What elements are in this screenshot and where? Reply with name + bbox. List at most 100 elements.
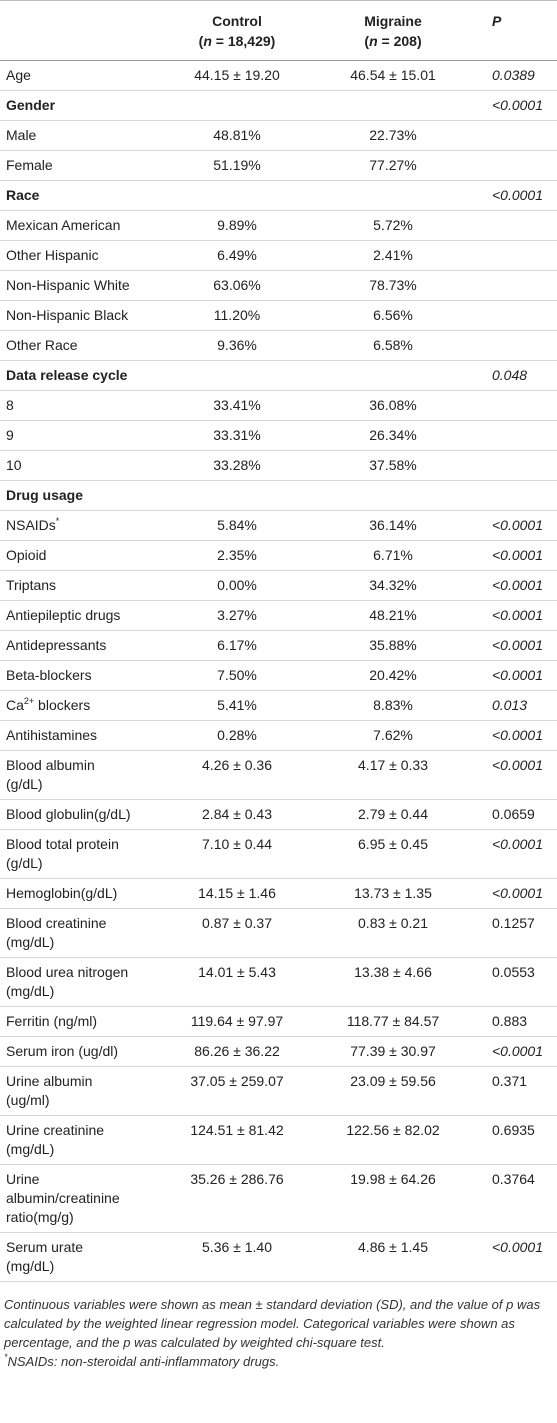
header-cell: Control (n = 18,429)	[141, 0, 333, 61]
label-text: Ferritin (ng/ml)	[6, 1013, 98, 1029]
label-text: 8	[6, 397, 14, 413]
p-value: <0.0001	[492, 885, 543, 901]
cell: 7.10 ± 0.44	[141, 829, 333, 879]
table-row: 8 33.41% 36.08%	[0, 390, 557, 421]
label-text: Urine albumin/creatinine ratio(mg/g)	[6, 1171, 120, 1225]
label-text: Hemoglobin(g/dL)	[6, 885, 118, 901]
p-value: <0.0001	[492, 1043, 543, 1059]
cell-value: 0.00%	[217, 577, 257, 593]
row-label: Urine albumin (ug/ml)	[0, 1066, 141, 1116]
cell: 9.36%	[141, 330, 333, 361]
cell: 124.51 ± 81.42	[141, 1115, 333, 1165]
cell-value: 2.84 ± 0.43	[202, 806, 272, 822]
cell: 0.28%	[141, 720, 333, 751]
cell: 33.28%	[141, 450, 333, 481]
text: blockers	[34, 697, 91, 713]
cell-value: 78.73%	[369, 277, 417, 293]
cell-value: 14.15 ± 1.46	[198, 885, 276, 901]
cell-value: 119.64 ± 97.97	[190, 1013, 284, 1029]
text: (	[364, 33, 370, 49]
cell: 6.17%	[141, 630, 333, 661]
table-row: Hemoglobin(g/dL) 14.15 ± 1.46 13.73 ± 1.35…	[0, 878, 557, 909]
cell-value: 33.41%	[213, 397, 261, 413]
cell-value: 3.27%	[217, 607, 257, 623]
cell-value: 7.10 ± 0.44	[202, 836, 272, 852]
text: Ca	[6, 697, 24, 713]
row-label: Drug usage	[0, 480, 141, 511]
row-label: Mexican American	[0, 210, 141, 241]
label-text: Serum urate (mg/dL)	[6, 1239, 84, 1274]
row-label: NSAIDs*	[0, 510, 141, 541]
label-text: Race	[6, 187, 40, 203]
cell	[333, 90, 453, 121]
cell-value: 63.06%	[213, 277, 261, 293]
table-row: Triptans 0.00% 34.32% <0.0001	[0, 570, 557, 601]
cell: <0.0001	[453, 510, 557, 541]
row-label: Ferritin (ng/ml)	[0, 1006, 141, 1037]
header-cell: P	[453, 0, 557, 61]
cell: 0.6935	[453, 1115, 557, 1165]
cell	[333, 360, 453, 391]
row-label: Other Race	[0, 330, 141, 361]
cell: 0.883	[453, 1006, 557, 1037]
table-row: Male 48.81% 22.73%	[0, 120, 557, 151]
cell-value: 51.19%	[213, 157, 261, 173]
cell-value: 34.32%	[369, 577, 417, 593]
header-row: Control (n = 18,429) Migraine (n = 208) P	[0, 0, 557, 61]
table-row: Non-Hispanic White 63.06% 78.73%	[0, 270, 557, 301]
cell: 48.81%	[141, 120, 333, 151]
cell: <0.0001	[453, 829, 557, 879]
cell-value: 7.50%	[217, 667, 257, 683]
cell: 35.26 ± 286.76	[141, 1164, 333, 1233]
cell: 5.36 ± 1.40	[141, 1232, 333, 1282]
label-text: Serum iron (ug/dl)	[6, 1043, 119, 1059]
cell: 0.0389	[453, 60, 557, 91]
header-count: (n = 18,429)	[147, 31, 327, 51]
cell: 2.84 ± 0.43	[141, 799, 333, 830]
table-row: 10 33.28% 37.58%	[0, 450, 557, 481]
label-text: Male	[6, 127, 37, 143]
cell-value: 22.73%	[369, 127, 417, 143]
p-value: 0.371	[492, 1073, 528, 1089]
row-label: Beta-blockers	[0, 660, 141, 691]
row-label: Age	[0, 60, 141, 91]
table-row: Other Race 9.36% 6.58%	[0, 330, 557, 361]
p-value: <0.0001	[492, 547, 543, 563]
cell: 6.71%	[333, 540, 453, 571]
cell: <0.0001	[453, 90, 557, 121]
cell: 26.34%	[333, 420, 453, 451]
p-value: 0.6935	[492, 1122, 535, 1138]
label-text: 10	[6, 457, 22, 473]
p-value: <0.0001	[492, 667, 543, 683]
cell: 5.72%	[333, 210, 453, 241]
cell-value: 2.41%	[373, 247, 413, 263]
cell-value: 5.72%	[373, 217, 413, 233]
data-table: Control (n = 18,429) Migraine (n = 208) P Ag…	[0, 0, 557, 1282]
cell: 0.371	[453, 1066, 557, 1116]
cell-value: 77.27%	[369, 157, 417, 173]
cell-value: 37.58%	[369, 457, 417, 473]
cell: <0.0001	[453, 878, 557, 909]
cell: 118.77 ± 84.57	[333, 1006, 453, 1037]
label-text: Urine creatinine (mg/dL)	[6, 1122, 105, 1157]
cell-value: 35.26 ± 286.76	[190, 1171, 284, 1187]
cell-value: 19.98 ± 64.26	[350, 1171, 436, 1187]
p-value: 0.0389	[492, 67, 535, 83]
table-row: Antiepileptic drugs 3.27% 48.21% <0.0001	[0, 600, 557, 631]
cell: 6.49%	[141, 240, 333, 271]
row-label: Ca2+ blockers	[0, 690, 141, 721]
cell-value: 14.01 ± 5.43	[198, 964, 276, 980]
superscript: *	[55, 516, 60, 526]
table-row: Mexican American 9.89% 5.72%	[0, 210, 557, 241]
cell: 0.83 ± 0.21	[333, 908, 453, 958]
cell-value: 8.83%	[373, 697, 413, 713]
table-row: Data release cycle 0.048	[0, 360, 557, 391]
table-row: Serum urate (mg/dL) 5.36 ± 1.40 4.86 ± 1.4…	[0, 1232, 557, 1282]
table-row: Blood creatinine (mg/dL) 0.87 ± 0.37 0.83 …	[0, 908, 557, 958]
cell: 23.09 ± 59.56	[333, 1066, 453, 1116]
cell: 2.41%	[333, 240, 453, 271]
cell-value: 6.56%	[373, 307, 413, 323]
italic-text: n	[369, 33, 378, 49]
